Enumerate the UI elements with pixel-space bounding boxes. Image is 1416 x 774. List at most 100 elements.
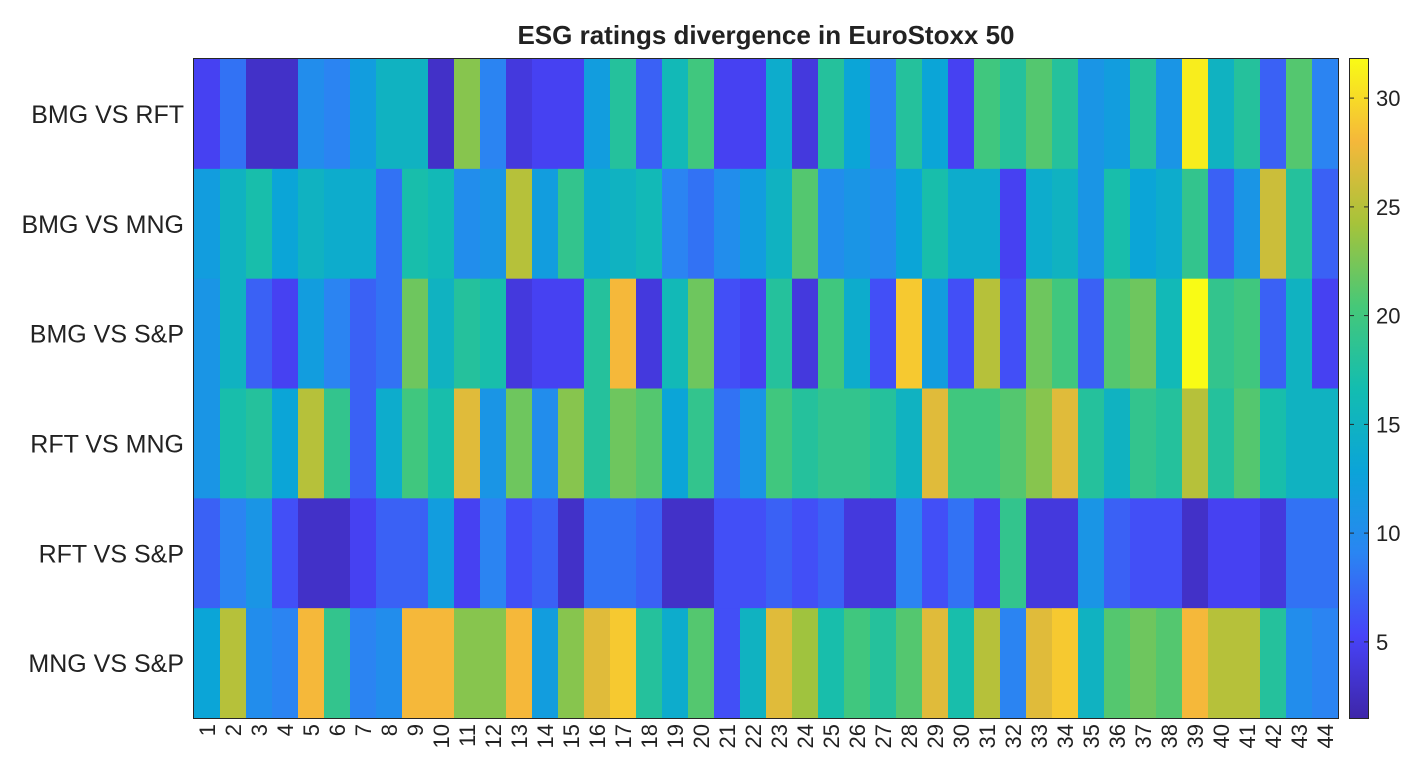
heatmap-cell [1130, 388, 1157, 499]
heatmap-cell [1026, 608, 1053, 719]
heatmap-cell [220, 168, 247, 280]
heatmap-cell [948, 498, 975, 609]
heatmap-cell [454, 608, 481, 719]
column-label: 16 [585, 724, 610, 748]
heatmap-cell [558, 388, 585, 499]
column-label: 15 [559, 724, 584, 748]
heatmap-cell [298, 168, 325, 280]
heatmap-cell [194, 388, 221, 499]
heatmap-cell [922, 608, 949, 719]
heatmap-cell [480, 498, 507, 609]
heatmap-cell [584, 59, 611, 170]
heatmap-cell [480, 608, 507, 719]
heatmap-cell [428, 608, 455, 719]
heatmap-cell [402, 498, 429, 609]
heatmap-cell [688, 278, 715, 390]
heatmap-cell [1312, 498, 1339, 609]
heatmap-cell [350, 168, 377, 280]
heatmap-cell [220, 498, 247, 609]
heatmap-cell [844, 388, 871, 499]
colorbar-ticks: 5 10 15 20 25 30 [1350, 86, 1400, 655]
column-label: 12 [481, 724, 506, 748]
heatmap-cell [636, 278, 663, 390]
plot-frame [193, 58, 1339, 719]
column-label: 28 [897, 724, 922, 748]
heatmap-cell [974, 388, 1001, 499]
heatmap-cells [194, 59, 1339, 719]
heatmap-cell [506, 168, 533, 280]
heatmap-cell [246, 608, 273, 719]
heatmap-cell [1130, 498, 1157, 609]
column-label: 2 [221, 724, 246, 736]
heatmap-cell [350, 608, 377, 719]
heatmap-cell [870, 168, 897, 280]
heatmap-cell [220, 608, 247, 719]
column-label: 27 [871, 724, 896, 748]
heatmap-cell [1208, 388, 1235, 499]
heatmap-cell [1052, 498, 1079, 609]
heatmap-cell [584, 278, 611, 390]
heatmap-cell [1312, 608, 1339, 719]
heatmap-cell [1000, 168, 1027, 280]
row-label: BMG VS RFT [31, 101, 184, 129]
heatmap-cell [688, 608, 715, 719]
heatmap-cell [1234, 278, 1261, 390]
row-labels: BMG VS RFT BMG VS MNG BMG VS S&P RFT VS MNG… [21, 101, 184, 678]
heatmap-cell [688, 388, 715, 499]
heatmap-cell [1208, 168, 1235, 280]
heatmap-cell [792, 278, 819, 390]
heatmap-cell [454, 498, 481, 609]
heatmap-cell [1104, 59, 1131, 170]
heatmap-cell [870, 278, 897, 390]
heatmap-cell [662, 59, 689, 170]
heatmap-cell [818, 59, 845, 170]
heatmap-cell [428, 59, 455, 170]
column-label: 26 [845, 724, 870, 748]
heatmap-cell [1052, 608, 1079, 719]
heatmap-cell [792, 168, 819, 280]
heatmap-cell [610, 388, 637, 499]
heatmap-cell [714, 608, 741, 719]
heatmap-cell [1208, 278, 1235, 390]
heatmap-cell [714, 498, 741, 609]
heatmap-cell [766, 388, 793, 499]
heatmap-cell [610, 168, 637, 280]
column-label: 7 [351, 724, 376, 736]
heatmap-cell [350, 278, 377, 390]
heatmap-cell [1286, 388, 1313, 499]
heatmap-cell [402, 608, 429, 719]
heatmap-cell [1104, 168, 1131, 280]
heatmap-cell [1052, 278, 1079, 390]
heatmap-cell [792, 498, 819, 609]
heatmap-cell [324, 168, 351, 280]
heatmap-cell [1052, 168, 1079, 280]
column-label: 10 [429, 724, 454, 748]
heatmap-cell [688, 498, 715, 609]
heatmap-cell [324, 388, 351, 499]
heatmap-cell [636, 498, 663, 609]
heatmap-cell [766, 498, 793, 609]
heatmap-cell [584, 388, 611, 499]
heatmap-cell [844, 608, 871, 719]
column-label: 6 [325, 724, 350, 736]
heatmap-cell [480, 388, 507, 499]
heatmap-cell [1260, 608, 1287, 719]
heatmap-cell [610, 608, 637, 719]
heatmap-cell [1052, 388, 1079, 499]
heatmap-cell [1182, 498, 1209, 609]
heatmap-cell [792, 388, 819, 499]
heatmap-cell [584, 168, 611, 280]
colorbar-tick-label: 10 [1376, 521, 1400, 546]
column-label: 25 [819, 724, 844, 748]
heatmap-cell [844, 278, 871, 390]
heatmap-cell [454, 59, 481, 170]
heatmap-cell [454, 168, 481, 280]
heatmap-cell [220, 388, 247, 499]
heatmap-cell [428, 388, 455, 499]
heatmap-cell [324, 608, 351, 719]
heatmap-cell [1156, 59, 1183, 170]
column-label: 3 [247, 724, 272, 736]
heatmap-cell [454, 278, 481, 390]
heatmap-cell [506, 278, 533, 390]
column-label: 9 [403, 724, 428, 736]
